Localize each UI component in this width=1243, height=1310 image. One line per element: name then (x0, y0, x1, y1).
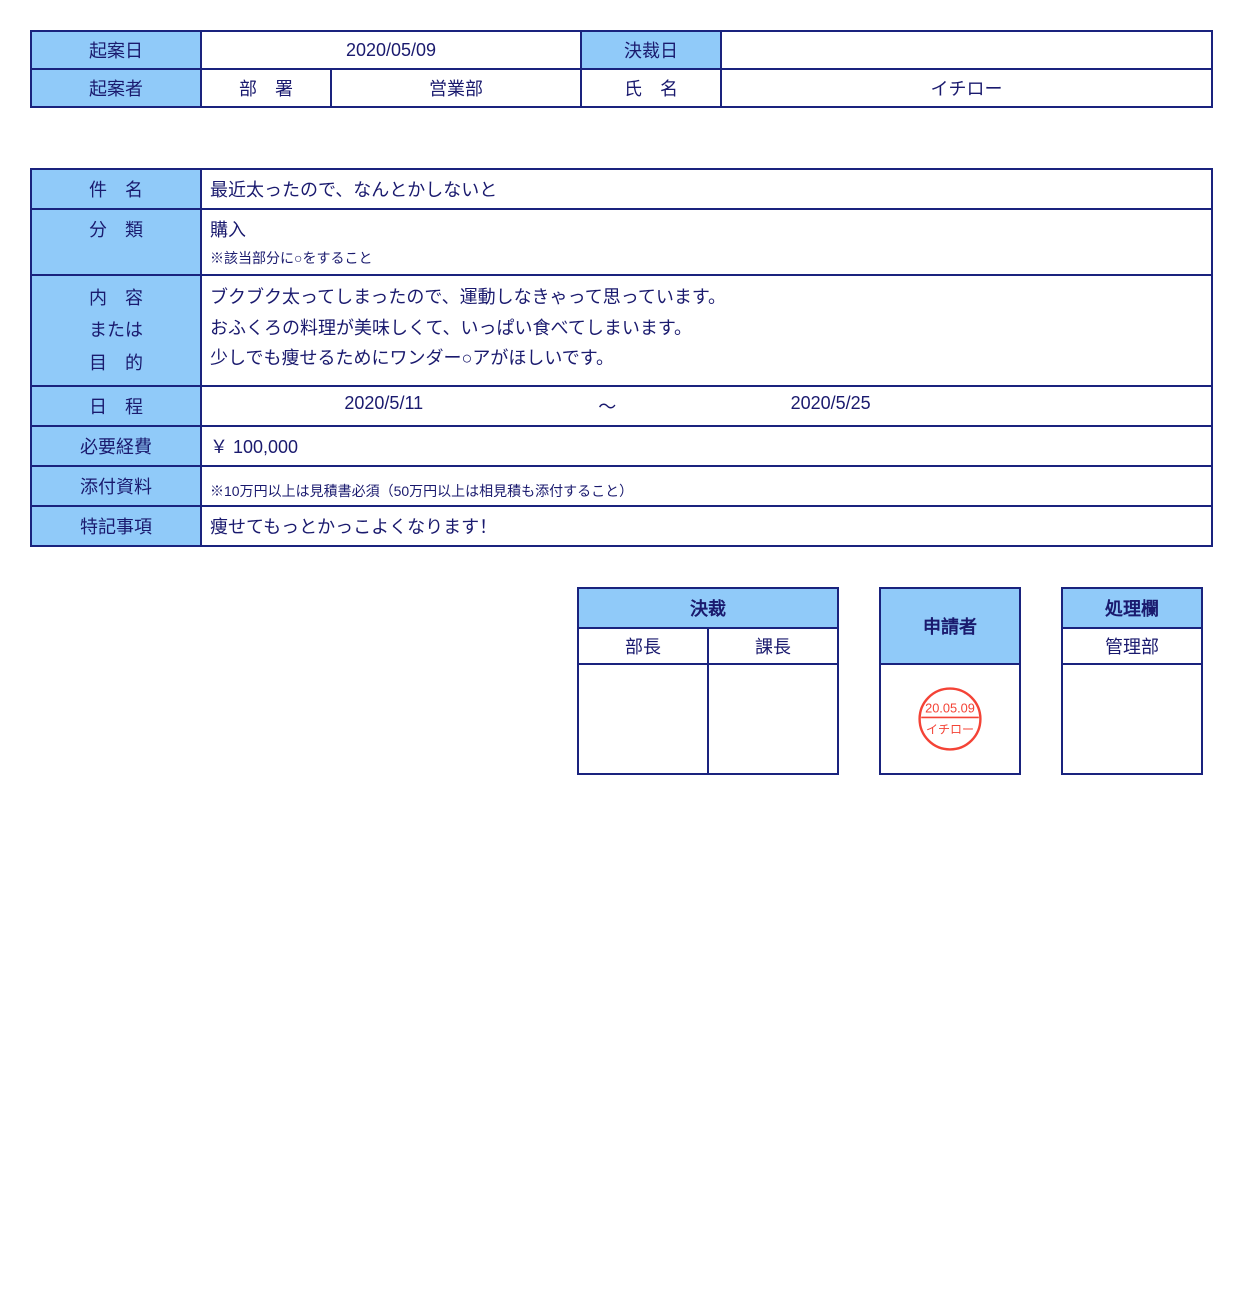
decision-date-label: 決裁日 (581, 31, 721, 69)
applicant-stamp-area: 20.05.09 イチロー (880, 664, 1020, 774)
cost-label: 必要経費 (31, 426, 201, 466)
bucho-stamp-area (578, 664, 708, 774)
draft-date-value: 2020/05/09 (201, 31, 581, 69)
approval-row: 決裁 部長 課長 申請者 (30, 587, 1213, 775)
name-label: 氏 名 (581, 69, 721, 107)
schedule-start: 2020/5/11 (210, 393, 558, 419)
stamp-date: 20.05.09 (925, 701, 975, 716)
category-note: ※該当部分に○をすること (210, 248, 1203, 268)
schedule-label: 日 程 (31, 386, 201, 426)
category-label: 分 類 (31, 209, 201, 275)
stamp-name: イチロー (926, 723, 974, 737)
schedule-cell: 2020/5/11 〜 2020/5/25 (201, 386, 1212, 426)
applicant-header: 申請者 (880, 588, 1020, 664)
content-value: ブクブク太ってしまったので、運動しなきゃって思っています。 おふくろの料理が美味… (201, 275, 1212, 386)
dept-value: 営業部 (331, 69, 581, 107)
kanribu-label: 管理部 (1062, 628, 1202, 664)
attach-label: 添付資料 (31, 466, 201, 506)
name-value: イチロー (721, 69, 1212, 107)
bucho-label: 部長 (578, 628, 708, 664)
applicant-stamp-icon: 20.05.09 イチロー (910, 679, 990, 759)
kacho-label: 課長 (708, 628, 838, 664)
category-value: 購入 (210, 216, 1203, 242)
main-table: 件 名 最近太ったので、なんとかしないと 分 類 購入 ※該当部分に○をすること… (30, 168, 1213, 547)
category-cell: 購入 ※該当部分に○をすること (201, 209, 1212, 275)
process-header: 処理欄 (1062, 588, 1202, 628)
subject-label: 件 名 (31, 169, 201, 209)
kessai-box: 決裁 部長 課長 (577, 587, 839, 775)
attach-cell: ※10万円以上は見積書必須（50万円以上は相見積も添付すること） (201, 466, 1212, 506)
schedule-end: 2020/5/25 (657, 393, 1005, 419)
dept-label: 部 署 (201, 69, 331, 107)
schedule-sep: 〜 (558, 393, 657, 419)
subject-value: 最近太ったので、なんとかしないと (201, 169, 1212, 209)
decision-date-value (721, 31, 1212, 69)
draft-date-label: 起案日 (31, 31, 201, 69)
kessai-header: 決裁 (578, 588, 838, 628)
header-table: 起案日 2020/05/09 決裁日 起案者 部 署 営業部 氏 名 イチロー (30, 30, 1213, 108)
attach-note: ※10万円以上は見積書必須（50万円以上は相見積も添付すること） (210, 481, 633, 501)
cost-value: ￥ 100,000 (201, 426, 1212, 466)
kacho-stamp-area (708, 664, 838, 774)
kanribu-stamp-area (1062, 664, 1202, 774)
process-box: 処理欄 管理部 (1061, 587, 1203, 775)
applicant-box: 申請者 20.05.09 イチロー (879, 587, 1021, 775)
content-label: 内 容 または 目 的 (31, 275, 201, 386)
special-value: 痩せてもっとかっこよくなります！ (201, 506, 1212, 546)
special-label: 特記事項 (31, 506, 201, 546)
drafter-label: 起案者 (31, 69, 201, 107)
